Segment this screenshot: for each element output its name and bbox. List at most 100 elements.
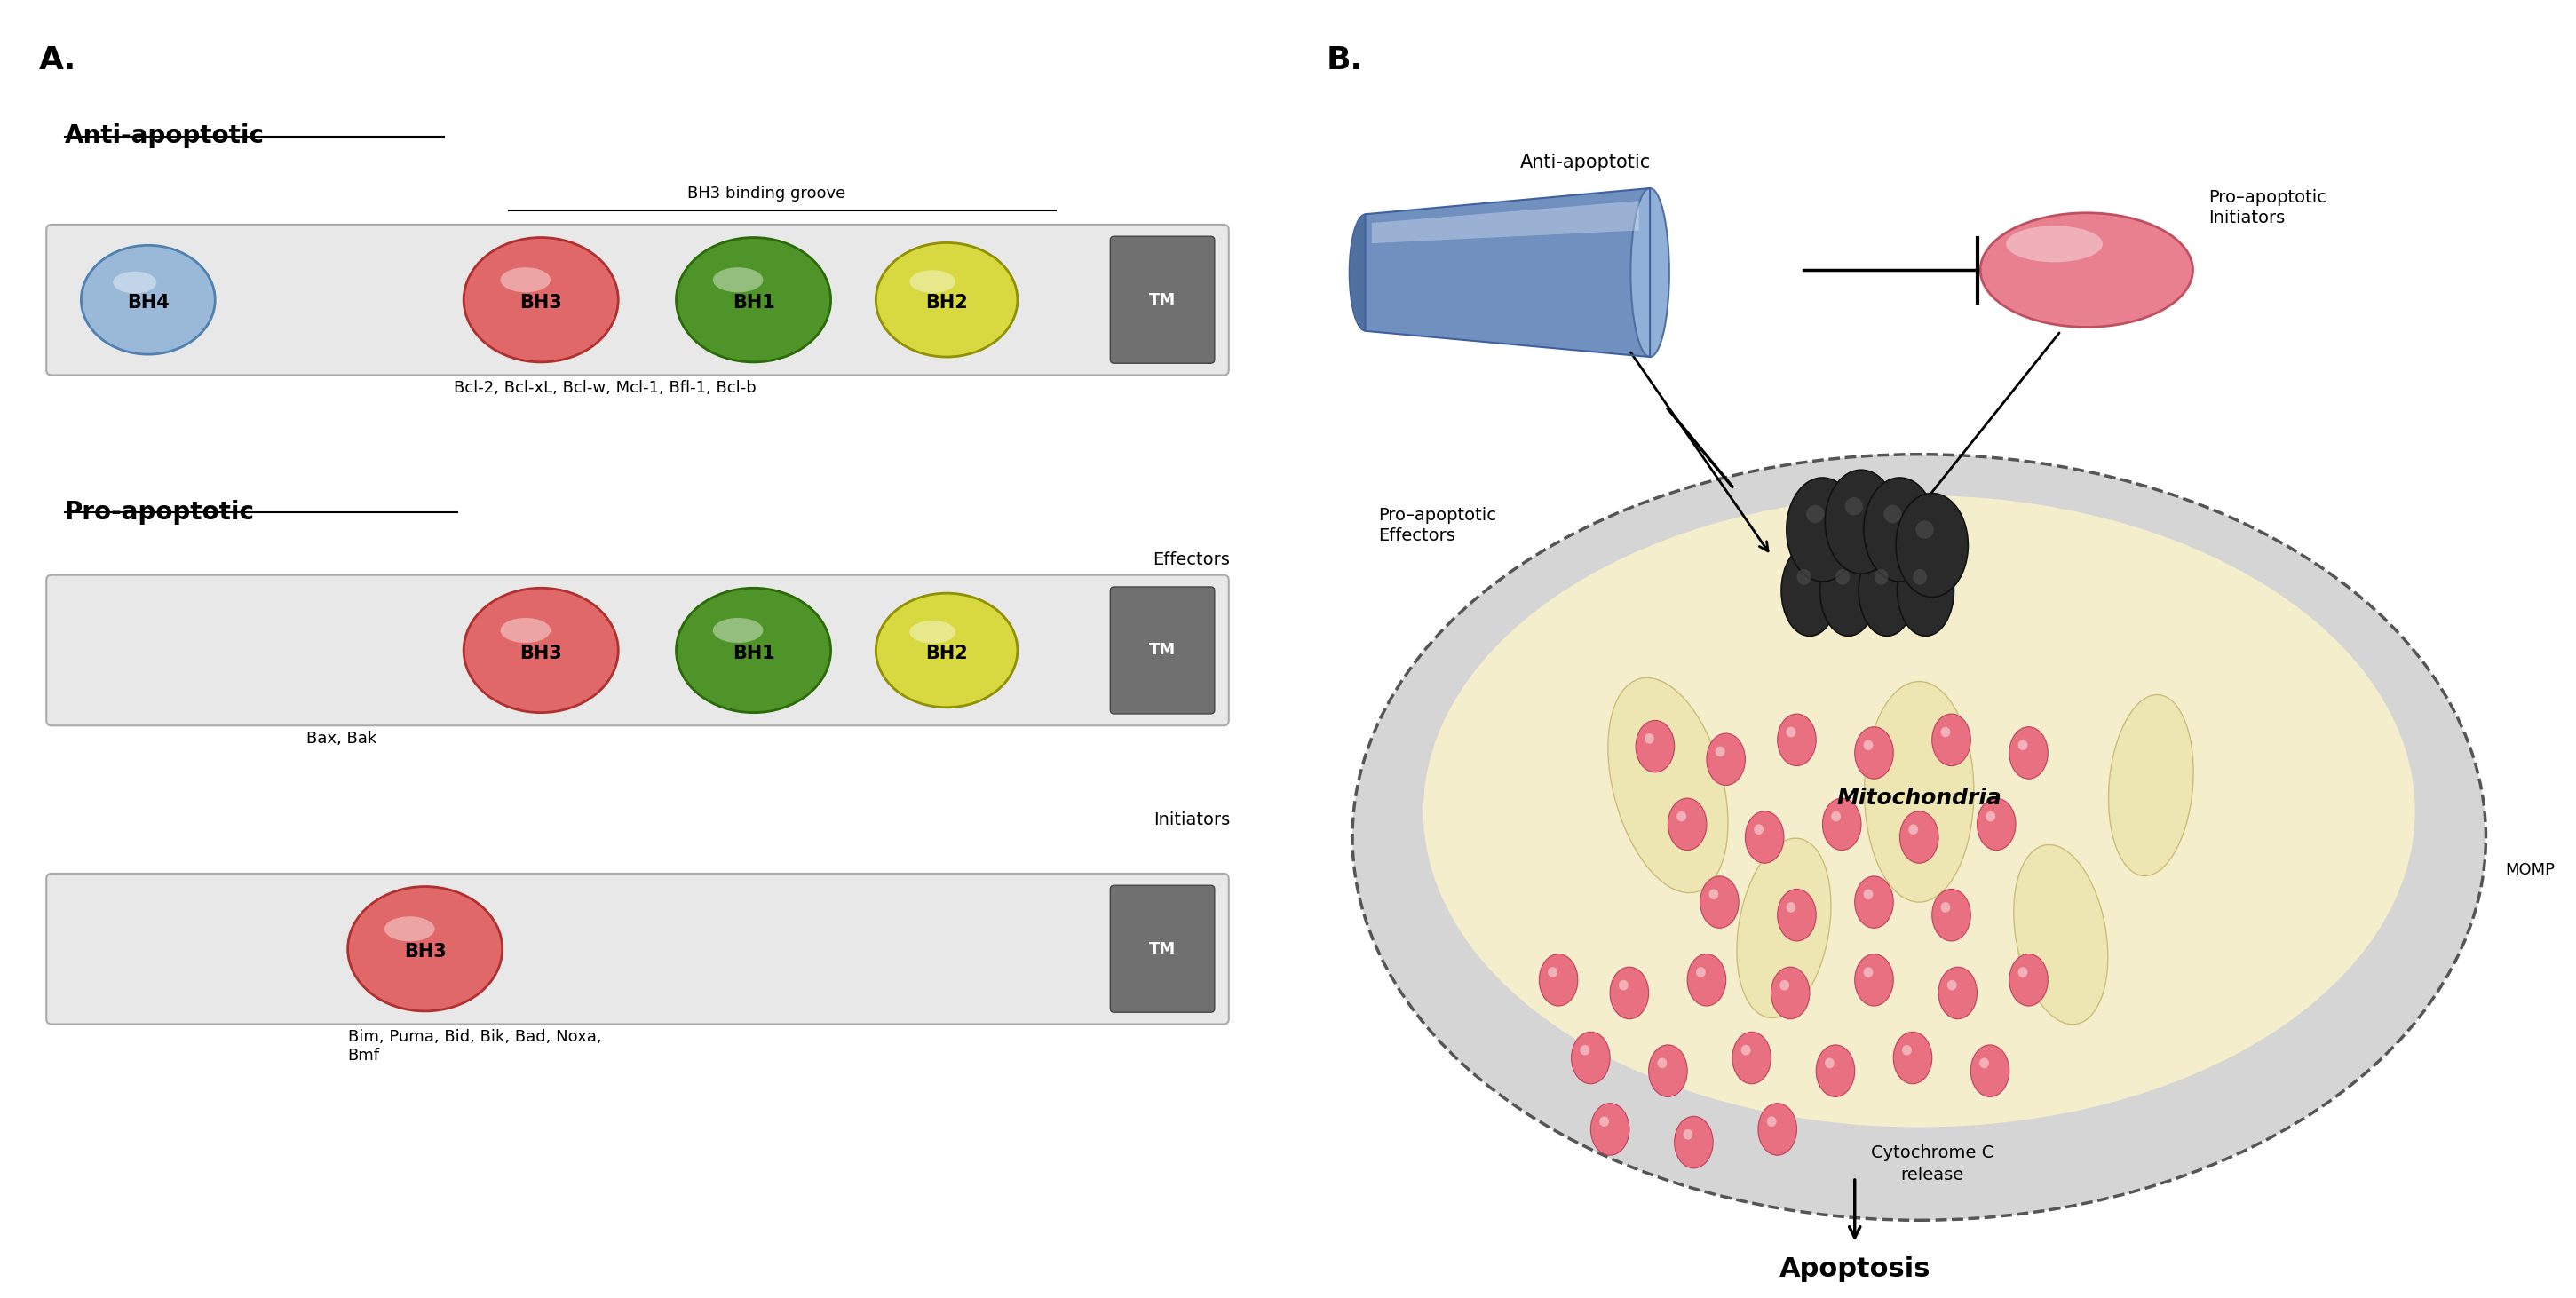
Ellipse shape (1788, 478, 1860, 582)
Text: Effectors: Effectors (1154, 552, 1231, 569)
Ellipse shape (1422, 496, 2416, 1127)
Ellipse shape (1862, 478, 1937, 582)
Ellipse shape (1777, 714, 1816, 766)
Ellipse shape (675, 238, 829, 362)
Ellipse shape (1896, 545, 1955, 636)
Ellipse shape (1978, 798, 2017, 850)
Ellipse shape (1896, 493, 1968, 597)
Text: Bim, Puma, Bid, Bik, Bad, Noxa,
Bmf: Bim, Puma, Bid, Bik, Bad, Noxa, Bmf (348, 1029, 600, 1064)
Ellipse shape (1767, 1116, 1777, 1127)
Ellipse shape (1855, 954, 1893, 1006)
Text: Pro-apoptotic: Pro-apoptotic (64, 500, 255, 524)
Ellipse shape (464, 238, 618, 362)
Ellipse shape (1700, 876, 1739, 928)
Ellipse shape (675, 588, 829, 713)
Ellipse shape (1862, 967, 1873, 977)
Ellipse shape (1917, 520, 1935, 539)
Ellipse shape (1914, 569, 1927, 585)
Ellipse shape (1783, 545, 1839, 636)
Ellipse shape (1708, 733, 1747, 785)
Ellipse shape (384, 916, 435, 941)
Ellipse shape (876, 593, 1018, 707)
Ellipse shape (1824, 1058, 1834, 1068)
Text: B.: B. (1327, 45, 1363, 75)
Ellipse shape (1940, 902, 1950, 912)
Ellipse shape (1824, 470, 1896, 574)
Ellipse shape (2009, 727, 2048, 779)
Ellipse shape (1631, 188, 1669, 357)
Polygon shape (1365, 188, 1651, 357)
Text: BH2: BH2 (925, 293, 969, 312)
Ellipse shape (1901, 1045, 1911, 1055)
Ellipse shape (1855, 727, 1893, 779)
Ellipse shape (2017, 740, 2027, 750)
Text: BH4: BH4 (126, 293, 170, 312)
Ellipse shape (1940, 967, 1978, 1019)
Text: Cytochrome C
release: Cytochrome C release (1870, 1145, 1994, 1184)
Ellipse shape (1736, 839, 1832, 1018)
Ellipse shape (1772, 967, 1808, 1019)
FancyBboxPatch shape (46, 874, 1229, 1024)
Ellipse shape (1837, 569, 1850, 585)
Ellipse shape (714, 267, 762, 292)
Ellipse shape (1677, 811, 1687, 822)
Ellipse shape (1716, 746, 1726, 757)
Text: Anti-apoptotic: Anti-apoptotic (64, 123, 265, 148)
Ellipse shape (1540, 954, 1577, 1006)
Text: MOMP: MOMP (2504, 862, 2555, 877)
Ellipse shape (1610, 967, 1649, 1019)
Text: TM: TM (1149, 941, 1175, 957)
Ellipse shape (2017, 967, 2027, 977)
Ellipse shape (1777, 889, 1816, 941)
Ellipse shape (1656, 1058, 1667, 1068)
Ellipse shape (1865, 681, 1973, 902)
Ellipse shape (1832, 811, 1842, 822)
Ellipse shape (1824, 798, 1862, 850)
Text: BH3: BH3 (520, 645, 562, 662)
Text: Bax, Bak: Bax, Bak (307, 731, 376, 746)
Text: BH1: BH1 (732, 645, 775, 662)
Text: Pro–apoptotic
Effectors: Pro–apoptotic Effectors (1378, 506, 1497, 545)
Ellipse shape (1780, 980, 1790, 990)
FancyBboxPatch shape (1110, 885, 1216, 1012)
Ellipse shape (1607, 678, 1728, 893)
Ellipse shape (1981, 213, 2192, 327)
Ellipse shape (1741, 1045, 1752, 1055)
Polygon shape (1370, 201, 1638, 244)
Text: Mitochondria: Mitochondria (1837, 788, 2002, 809)
Ellipse shape (1862, 740, 1873, 750)
Ellipse shape (1978, 1058, 1989, 1068)
Ellipse shape (1695, 967, 1705, 977)
Ellipse shape (1855, 876, 1893, 928)
Text: Bcl-2, Bcl-xL, Bcl-w, Mcl-1, Bfl-1, Bcl-b: Bcl-2, Bcl-xL, Bcl-w, Mcl-1, Bfl-1, Bcl-… (453, 380, 757, 396)
Ellipse shape (1893, 1032, 1932, 1084)
Ellipse shape (1548, 967, 1558, 977)
Ellipse shape (1592, 1103, 1628, 1155)
Ellipse shape (1352, 454, 2486, 1220)
Ellipse shape (82, 245, 216, 354)
Ellipse shape (1940, 727, 1950, 737)
Ellipse shape (1932, 714, 1971, 766)
Text: A.: A. (39, 45, 77, 75)
FancyBboxPatch shape (46, 575, 1229, 726)
Ellipse shape (2007, 226, 2102, 262)
Ellipse shape (2014, 845, 2107, 1024)
Ellipse shape (1785, 902, 1795, 912)
Ellipse shape (1571, 1032, 1610, 1084)
Ellipse shape (1618, 980, 1628, 990)
Text: BH1: BH1 (732, 295, 775, 312)
Ellipse shape (348, 887, 502, 1011)
Ellipse shape (714, 618, 762, 643)
Ellipse shape (1932, 889, 1971, 941)
Ellipse shape (1636, 720, 1674, 772)
FancyBboxPatch shape (46, 225, 1229, 375)
Text: TM: TM (1149, 292, 1175, 308)
Ellipse shape (1844, 497, 1862, 515)
Ellipse shape (1971, 1045, 2009, 1097)
Text: Initiators: Initiators (1154, 811, 1231, 828)
Text: TM: TM (1149, 643, 1175, 658)
Ellipse shape (876, 243, 1018, 357)
Ellipse shape (1643, 733, 1654, 744)
Ellipse shape (909, 620, 956, 644)
Ellipse shape (1875, 569, 1888, 585)
